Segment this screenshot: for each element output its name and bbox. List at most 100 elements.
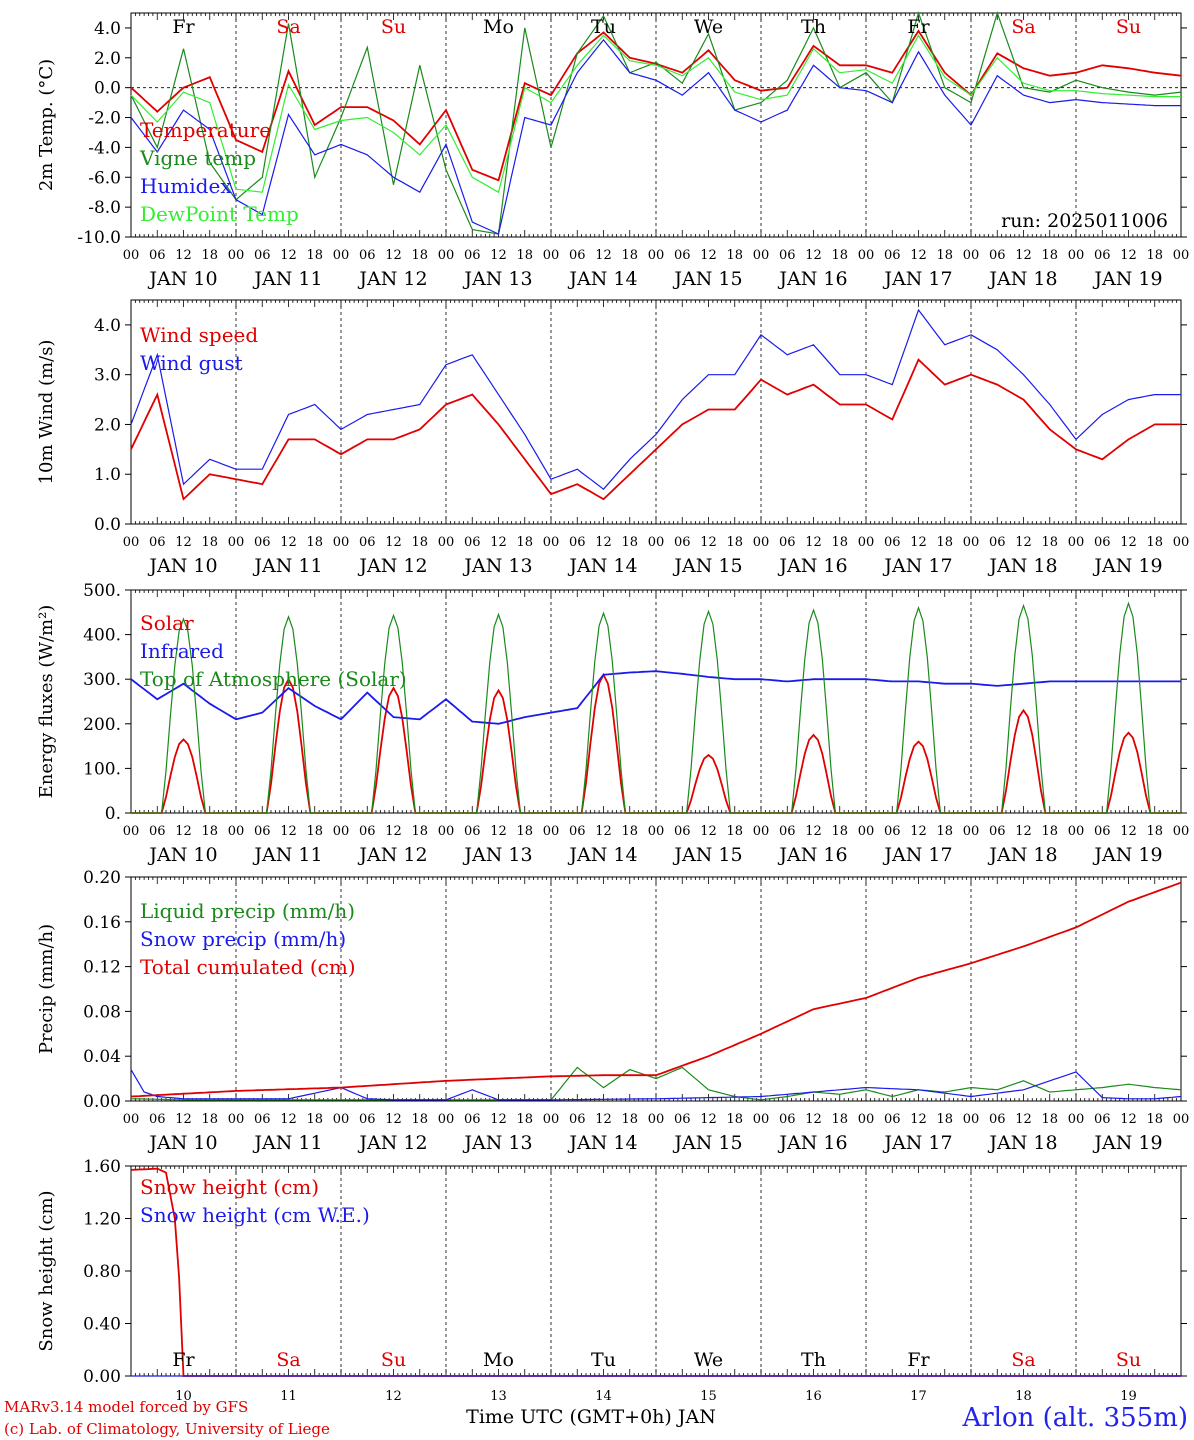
hour-label: 18: [306, 1112, 323, 1127]
weekday-label: Su: [381, 16, 406, 38]
hour-label: 00: [963, 248, 980, 263]
x-axis-title: Time UTC (GMT+0h) JAN: [466, 1406, 716, 1428]
day-number-label: 13: [490, 1389, 507, 1404]
hour-label: 00: [228, 824, 245, 839]
hour-label: 00: [963, 1112, 980, 1127]
y-axis-title: Snow height (cm): [36, 1190, 57, 1351]
weekday-label: Su: [1116, 16, 1141, 38]
weekday-label: We: [694, 1349, 723, 1371]
date-label: JAN 10: [147, 1132, 217, 1154]
hour-label: 12: [175, 1112, 192, 1127]
hour-label: 06: [884, 1112, 901, 1127]
hour-label: 12: [595, 535, 612, 550]
date-label: JAN 14: [567, 555, 637, 577]
hour-label: 00: [123, 824, 140, 839]
hour-label: 00: [438, 1112, 455, 1127]
date-label: JAN 17: [882, 268, 952, 290]
hour-label: 12: [280, 1112, 297, 1127]
series-line: [130, 34, 1181, 194]
hour-label: 18: [411, 824, 428, 839]
hour-label: 12: [1120, 824, 1137, 839]
date-label: JAN 17: [882, 555, 952, 577]
hour-label: 12: [595, 1112, 612, 1127]
hour-label: 06: [359, 535, 376, 550]
hour-label: 18: [621, 1112, 638, 1127]
y-tick-label: 1.0: [94, 465, 121, 485]
hour-label: 12: [805, 535, 822, 550]
hour-label: 12: [175, 824, 192, 839]
hour-label: 06: [989, 248, 1006, 263]
y-tick-label: 4.0: [94, 19, 121, 39]
hour-label: 18: [1041, 535, 1058, 550]
hour-label: 06: [464, 535, 481, 550]
legend-entry: Top of Atmosphere (Solar): [140, 667, 407, 691]
date-label: JAN 12: [357, 844, 427, 866]
hour-label: 18: [516, 248, 533, 263]
hour-label: 06: [674, 535, 691, 550]
hour-label: 00: [858, 535, 875, 550]
hour-label: 18: [1146, 1112, 1163, 1127]
weekday-label: Sa: [1011, 16, 1035, 38]
hour-label: 12: [910, 1112, 927, 1127]
date-label: JAN 11: [252, 268, 322, 290]
day-number-label: 16: [805, 1389, 822, 1404]
hour-label: 06: [464, 1112, 481, 1127]
y-tick-label: 0.00: [83, 1092, 121, 1112]
y-tick-label: -2.0: [88, 109, 121, 129]
hour-label: 00: [438, 248, 455, 263]
hour-label: 12: [385, 1112, 402, 1127]
date-label: JAN 14: [567, 1132, 637, 1154]
hour-label: 00: [438, 824, 455, 839]
day-number-label: 14: [595, 1389, 612, 1404]
y-tick-label: 0.04: [83, 1047, 121, 1067]
date-label: JAN 19: [1092, 844, 1162, 866]
weekday-label: Tu: [591, 1349, 616, 1371]
hour-label: 12: [805, 1112, 822, 1127]
panel-frame: [130, 589, 1182, 814]
y-tick-label: -8.0: [88, 198, 121, 218]
hour-label: 06: [779, 248, 796, 263]
hour-label: 06: [569, 824, 586, 839]
y-tick-label: 3.0: [94, 366, 121, 386]
hour-label: 12: [385, 535, 402, 550]
hour-label: 12: [910, 248, 927, 263]
hour-label: 18: [201, 248, 218, 263]
weekday-label: Fr: [907, 1349, 930, 1371]
hour-label: 18: [726, 1112, 743, 1127]
hour-label: 18: [936, 248, 953, 263]
hour-label: 18: [411, 1112, 428, 1127]
y-axis-title: 2m Temp. (°C): [36, 59, 57, 191]
hour-label: 00: [543, 535, 560, 550]
hour-label: 12: [385, 248, 402, 263]
hour-label: 18: [516, 535, 533, 550]
hour-label: 12: [1015, 248, 1032, 263]
hour-label: 06: [359, 248, 376, 263]
hour-label: 18: [201, 1112, 218, 1127]
weekday-label: Mo: [483, 16, 514, 38]
hour-label: 06: [149, 1112, 166, 1127]
y-tick-label: 2.0: [94, 415, 121, 435]
hour-label: 00: [333, 248, 350, 263]
hour-label: 12: [700, 248, 717, 263]
hour-label: 00: [1068, 1112, 1085, 1127]
hour-label: 06: [884, 535, 901, 550]
y-tick-label: 0.00: [83, 1367, 121, 1387]
hour-label: 18: [726, 248, 743, 263]
hour-label: 06: [989, 535, 1006, 550]
hour-label: 06: [359, 824, 376, 839]
series-line: [130, 881, 1182, 1098]
legend-entry: Temperature: [140, 118, 271, 142]
legend-entry: Wind gust: [140, 351, 243, 375]
date-label: JAN 17: [882, 844, 952, 866]
hour-label: 06: [1094, 1112, 1111, 1127]
hour-label: 06: [779, 1112, 796, 1127]
date-label: JAN 15: [672, 555, 742, 577]
hour-label: 18: [306, 248, 323, 263]
hour-label: 00: [648, 248, 665, 263]
hour-label: 06: [989, 824, 1006, 839]
hour-label: 12: [1120, 1112, 1137, 1127]
hour-label: 00: [543, 1112, 560, 1127]
date-label: JAN 16: [777, 268, 847, 290]
hour-label: 18: [831, 1112, 848, 1127]
